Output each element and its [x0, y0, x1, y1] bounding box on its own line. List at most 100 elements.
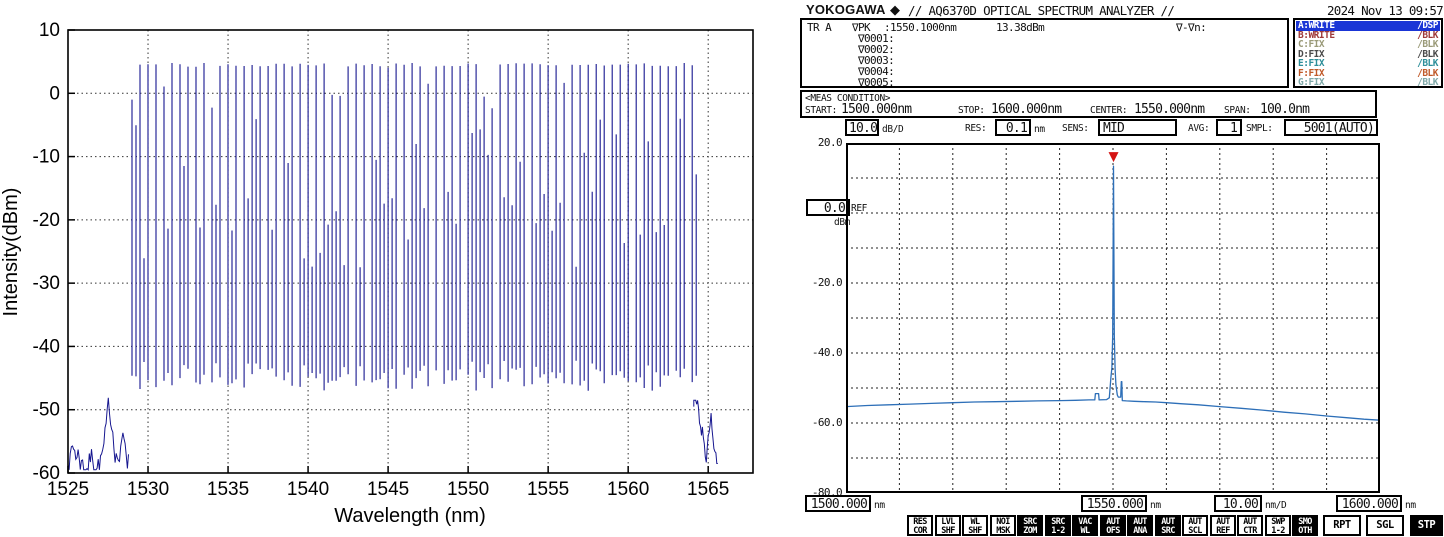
trace-mode: /DSP: [1417, 20, 1438, 31]
trace-mode: /BLK: [1417, 58, 1438, 69]
trace-status-row[interactable]: D:FIX/BLK: [1296, 48, 1440, 60]
trace-name: G:FIX: [1298, 77, 1325, 88]
soft-button-line2: SRC: [1161, 525, 1175, 536]
trace-status-row[interactable]: B:WRITE/BLK: [1296, 29, 1440, 41]
meas-condition-box: <MEAS CONDITION> START: 1500.000nm STOP:…: [800, 90, 1377, 118]
soft-button-line1: SRC: [1051, 517, 1065, 527]
comb-left-noise-trace: [67, 397, 129, 471]
run-button-sgl[interactable]: SGL: [1366, 515, 1404, 536]
soft-button-line2: SHF: [941, 525, 955, 536]
soft-button-src-1-2[interactable]: SRC 1-2: [1045, 515, 1071, 536]
soft-button-smo-oth[interactable]: SMO OTH: [1292, 515, 1318, 536]
x-perdiv-field[interactable]: 10.00: [1214, 495, 1262, 512]
soft-button-src-zom[interactable]: SRC ZOM: [1017, 515, 1043, 536]
soft-button-line2: ANA: [1133, 525, 1147, 536]
peak-marker-label: ∇PK: [852, 21, 871, 34]
delta-marker-label: ∇-∇n:: [1176, 21, 1207, 34]
soft-button-swp-1-2[interactable]: SWP 1-2: [1265, 515, 1291, 536]
y-tick-label: -50: [33, 400, 60, 421]
soft-button-line1: VAC: [1078, 517, 1092, 527]
x-start-unit: nm: [874, 500, 885, 511]
soft-button-vac-wl[interactable]: VAC WL: [1072, 515, 1098, 536]
trace-label: TR A: [807, 21, 832, 34]
trace-status-box: A:WRITE/DSP B:WRITE/BLK C:FIX/BLK D:FIX/BLK…: [1293, 18, 1443, 88]
soft-button-line2: CTR: [1243, 525, 1257, 536]
trace-name: B:WRITE: [1298, 29, 1335, 41]
soft-button-line1: SMO: [1298, 517, 1312, 527]
soft-button-line2: ZOM: [1023, 525, 1037, 536]
smpl-label: SMPL:: [1246, 123, 1273, 134]
marker-list-row: ∇0004:: [858, 65, 895, 78]
x-axis-label: Wavelength (nm): [334, 505, 486, 527]
soft-button-line1: RES: [913, 517, 927, 527]
soft-button-line2: WL: [1080, 525, 1090, 536]
marker-list-row: ∇0005:: [858, 76, 895, 89]
x-center-field[interactable]: 1550.000: [1081, 495, 1147, 512]
start-label: START:: [805, 105, 837, 116]
y-tick-label: -40: [33, 336, 60, 357]
soft-button-line2: 1-2: [1271, 525, 1285, 536]
x-start-field[interactable]: 1500.000: [805, 495, 871, 512]
res-unit: nm: [1034, 124, 1045, 135]
run-button-rpt[interactable]: RPT: [1323, 515, 1361, 536]
soft-button-aut-scl[interactable]: AUT SCL: [1182, 515, 1208, 536]
stop-value: 1600.000nm: [991, 102, 1062, 117]
peak-wavelength: :1550.1000nm: [884, 21, 957, 34]
trace-status-row[interactable]: F:FIX/BLK: [1296, 67, 1440, 79]
soft-button-aut-ofs[interactable]: AUT OFS: [1100, 515, 1126, 536]
soft-button-wl-shf[interactable]: WL SHF: [962, 515, 988, 536]
center-value: 1550.000nm: [1134, 102, 1205, 117]
soft-button-aut-src[interactable]: AUT SRC: [1155, 515, 1181, 536]
soft-button-line2: SHF: [968, 525, 982, 536]
y-tick-label: 10: [39, 20, 60, 41]
trace-name: D:FIX: [1298, 48, 1325, 60]
soft-button-aut-ref[interactable]: AUT REF: [1210, 515, 1236, 536]
trace-status-row[interactable]: G:FIX/BLK: [1296, 78, 1440, 88]
trace-mode: /BLK: [1417, 39, 1438, 50]
soft-button-aut-ctr[interactable]: AUT CTR: [1237, 515, 1263, 536]
soft-button-line2: OTH: [1298, 525, 1312, 536]
comb-teeth-trace: [131, 63, 697, 391]
marker-info-box: TR A ∇PK :1550.1000nm 13.38dBm ∇-∇n: ∇00…: [800, 18, 1289, 89]
comb-right-noise-trace: [693, 399, 718, 464]
level-scale-unit: dB/D: [882, 124, 904, 135]
osa-y-axis-label: -60.0: [811, 416, 843, 429]
soft-button-lvl-shf[interactable]: LVL SHF: [935, 515, 961, 536]
avg-field[interactable]: 1: [1216, 119, 1242, 136]
soft-button-line1: AUT: [1106, 517, 1120, 527]
trace-status-row[interactable]: C:FIX/BLK: [1296, 40, 1440, 50]
soft-button-line1: AUT: [1161, 517, 1175, 527]
osa-graticule: [846, 143, 1380, 493]
x-tick-label: 1560: [607, 479, 649, 500]
smpl-field[interactable]: 5001(AUTO): [1284, 119, 1378, 136]
run-button-stp[interactable]: STP: [1410, 515, 1443, 536]
x-stop-field[interactable]: 1600.000: [1336, 495, 1402, 512]
x-perdiv-unit: nm/D: [1265, 500, 1287, 511]
trace-status-row[interactable]: A:WRITE/DSP: [1296, 21, 1440, 31]
soft-button-line2: SCL: [1188, 525, 1202, 536]
trace-name: F:FIX: [1298, 67, 1325, 79]
level-scale-field[interactable]: 10.0: [845, 119, 879, 136]
soft-button-aut-ana[interactable]: AUT ANA: [1127, 515, 1153, 536]
x-tick-label: 1535: [207, 479, 249, 500]
stop-label: STOP:: [958, 105, 985, 116]
trace-status-row[interactable]: E:FIX/BLK: [1296, 59, 1440, 69]
peak-power: 13.38dBm: [996, 21, 1045, 34]
res-label: RES:: [965, 123, 987, 134]
start-value: 1500.000nm: [841, 102, 912, 117]
marker-list-row: ∇0003:: [858, 54, 895, 67]
soft-button-line1: SWP: [1271, 517, 1285, 527]
ref-level-field[interactable]: 0.0: [806, 199, 850, 216]
soft-button-res-cor[interactable]: RES COR: [907, 515, 933, 536]
res-field[interactable]: 0.1: [995, 119, 1031, 136]
soft-button-line1: LVL: [941, 517, 955, 527]
span-value: 100.0nm: [1260, 102, 1310, 117]
soft-button-line1: NOI: [996, 517, 1010, 527]
soft-button-noi-msk[interactable]: NOI MSK: [990, 515, 1016, 536]
soft-button-line1: AUT: [1133, 517, 1147, 527]
trace-name: C:FIX: [1298, 39, 1325, 50]
trace-mode: /BLK: [1417, 48, 1438, 60]
sens-field[interactable]: MID: [1098, 119, 1177, 136]
